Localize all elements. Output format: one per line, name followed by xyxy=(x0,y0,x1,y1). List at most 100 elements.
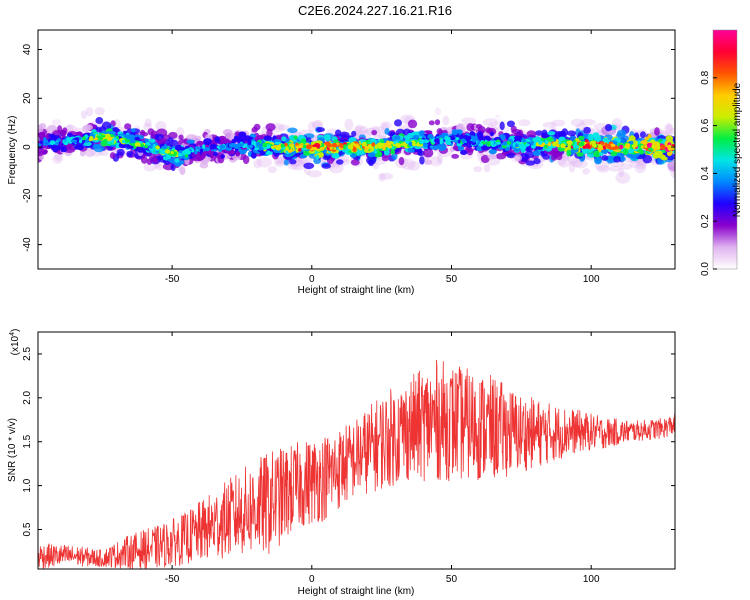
spectrogram-cell xyxy=(300,138,307,145)
spectrogram-cell xyxy=(111,138,115,144)
spectrogram-cell xyxy=(526,130,537,138)
spectrogram-cell xyxy=(47,110,55,118)
spectrogram-cell xyxy=(547,131,556,136)
spectrogram-cell xyxy=(540,152,546,157)
spectrogram-cell xyxy=(547,142,552,147)
spectrogram-cell xyxy=(518,119,531,127)
spectrogram-cell xyxy=(601,155,609,161)
spectrogram-cell xyxy=(442,115,450,126)
spectrogram-cell xyxy=(374,144,378,150)
figure-title: C2E6.2024.227.16.21.R16 xyxy=(298,3,452,18)
spectrogram-cell xyxy=(514,154,522,162)
spectrogram-cell xyxy=(489,131,494,137)
spectrogram-cell xyxy=(164,149,171,154)
spectrogram-cell xyxy=(251,126,258,133)
spectrogram-cell xyxy=(654,150,663,156)
spectrogram-cell xyxy=(520,120,529,129)
spectrogram-cell xyxy=(527,170,541,178)
spectrogram-cell xyxy=(534,130,544,136)
spectrogram-cell xyxy=(169,139,179,147)
spectrogram-cell xyxy=(538,141,543,145)
spectrogram-cell xyxy=(582,145,587,149)
spectrogram-y-tick-label: 0 xyxy=(22,144,33,150)
spectrogram-cell xyxy=(551,119,566,127)
spectrogram-cell xyxy=(466,123,475,132)
spectrogram-x-tick-label: 0 xyxy=(309,274,315,285)
spectrogram-cell xyxy=(194,150,198,154)
spectrogram-cell xyxy=(610,151,618,157)
spectrogram-cell xyxy=(487,154,497,160)
spectrogram-cell xyxy=(323,134,331,141)
spectrogram-cell xyxy=(247,140,252,146)
spectrogram-cell xyxy=(451,129,459,136)
spectrogram-cell xyxy=(116,148,125,156)
spectrogram-cell xyxy=(256,141,261,146)
spectrogram-cell xyxy=(395,142,400,148)
colorbar-tick-label: 0.0 xyxy=(700,262,711,276)
spectrogram-y-tick-label: -20 xyxy=(22,188,33,203)
spectrogram-cell xyxy=(127,134,136,140)
spectrogram-cell xyxy=(670,169,675,179)
colorbar-label: Normalized spectral amplitude xyxy=(732,82,743,217)
spectrogram-cell xyxy=(219,165,229,174)
spectrogram-cell xyxy=(64,124,78,133)
spectrogram-y-tick-label: -40 xyxy=(22,237,33,252)
spectrogram-cell xyxy=(318,152,324,158)
spectrogram-cell xyxy=(566,130,577,136)
spectrogram-cell xyxy=(134,142,141,147)
spectrogram-cell xyxy=(384,142,392,148)
spectrogram-cell xyxy=(639,149,645,155)
spectrogram-cell xyxy=(667,146,673,151)
spectrogram-cell xyxy=(355,126,362,133)
spectrogram-cell xyxy=(324,141,331,146)
snr-y-ticks: 0.5 1.0 1.5 2.0 2.5 xyxy=(22,347,675,536)
spectrogram-cell xyxy=(256,157,272,168)
spectrogram-cell xyxy=(339,131,350,138)
snr-y-tick-label: 1.5 xyxy=(22,434,33,448)
spectrogram-cell xyxy=(63,121,77,129)
spectrogram-cell xyxy=(428,120,435,126)
spectrogram-cell xyxy=(367,152,376,158)
spectrogram-cell xyxy=(85,149,94,158)
spectrogram-cell xyxy=(186,150,192,155)
snr-x-tick-label: 100 xyxy=(583,574,600,585)
spectrogram-cell xyxy=(451,153,459,159)
spectrogram-cell xyxy=(450,136,456,141)
snr-y-tick-label: 2.5 xyxy=(22,347,33,361)
spectrogram-cell xyxy=(80,110,88,119)
snr-panel: -50 0 50 100 0.5 1.0 1.5 2.0 2.5 Height of stra… xyxy=(7,329,676,597)
spectrogram-cell xyxy=(634,163,647,174)
spectrogram-cell xyxy=(139,129,146,137)
spectrogram-cell xyxy=(100,134,106,138)
spectrogram-cell xyxy=(126,150,134,158)
spectrogram-cell xyxy=(587,133,594,141)
spectrogram-cell xyxy=(474,155,483,163)
spectrogram-cell xyxy=(130,142,136,147)
spectrogram-cell xyxy=(371,142,376,147)
spectrogram-cell xyxy=(499,121,505,131)
spectrogram-cell xyxy=(63,141,69,146)
spectrogram-cell xyxy=(289,159,297,165)
spectrogram-cell xyxy=(514,143,519,148)
spectrogram-cell xyxy=(71,150,80,161)
spectrogram-cell xyxy=(312,121,323,129)
snr-x-axis-label: Height of straight line (km) xyxy=(298,586,415,597)
spectrogram-cell xyxy=(660,144,666,150)
spectrogram-cell xyxy=(489,112,502,122)
spectrogram-cell xyxy=(170,151,174,155)
spectrogram-cell xyxy=(483,163,491,173)
spectrogram-cell xyxy=(525,143,530,147)
spectrogram-cell xyxy=(356,145,361,149)
spectrogram-cell xyxy=(92,143,102,149)
spectrogram-cell xyxy=(462,117,470,127)
spectrogram-cell xyxy=(423,140,430,143)
spectrogram-cell xyxy=(89,136,94,141)
spectrogram-cell xyxy=(40,158,55,169)
spectrogram-cell xyxy=(400,142,407,146)
spectrogram-cell xyxy=(59,129,67,137)
spectrogram-cell xyxy=(533,137,538,143)
spectrogram-cell xyxy=(640,145,645,149)
spectrogram-cell xyxy=(42,149,48,155)
spectrogram-cell xyxy=(486,142,492,147)
